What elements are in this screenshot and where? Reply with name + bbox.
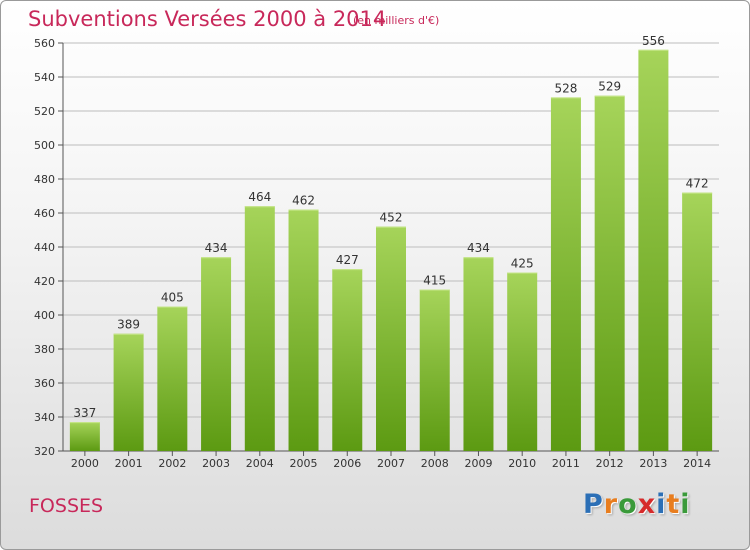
bar-2002 <box>157 306 188 451</box>
y-tick-label: 400 <box>34 309 55 322</box>
bar-2012 <box>594 95 625 451</box>
y-tick-label: 480 <box>34 173 55 186</box>
bar-2006 <box>332 269 363 451</box>
x-tick-label: 2010 <box>508 457 536 470</box>
data-label: 472 <box>686 177 709 191</box>
y-tick-label: 540 <box>34 71 55 84</box>
data-label: 425 <box>511 257 534 271</box>
bar-2004 <box>244 206 275 451</box>
bar-2005 <box>288 209 319 451</box>
y-tick-label: 320 <box>34 445 55 458</box>
axes: 320 340 360 380 400 420 440 460 480 500 520 540 560 2… <box>34 37 719 470</box>
y-tick-label: 520 <box>34 105 55 118</box>
data-label: 529 <box>598 80 621 94</box>
bar-2000 <box>69 422 100 451</box>
logo-letter: x <box>637 489 657 520</box>
y-tick-label: 360 <box>34 377 55 390</box>
y-tick-label: 340 <box>34 411 55 424</box>
data-label: 389 <box>117 318 140 332</box>
chart-title: Subventions Versées 2000 à 2014 <box>28 7 387 31</box>
data-label: 528 <box>554 81 577 95</box>
logo-letter: P <box>583 489 604 520</box>
bar-2013 <box>638 49 669 452</box>
data-label: 337 <box>73 406 96 420</box>
data-label: 462 <box>292 194 315 208</box>
x-tick-label: 2013 <box>639 457 667 470</box>
y-tick-label: 500 <box>34 139 55 152</box>
logo-letter: i <box>680 489 691 520</box>
logo-letter: r <box>603 489 619 520</box>
data-labels: 337 389 405 434 464 462 427 452 415 434 425 528 529 5… <box>73 34 708 420</box>
x-tick-label: 2007 <box>377 457 405 470</box>
x-tick-label: 2006 <box>333 457 361 470</box>
y-tick-label: 440 <box>34 241 55 254</box>
y-tick-label: 420 <box>34 275 55 288</box>
logo-letter: i <box>656 489 667 520</box>
data-label: 452 <box>380 211 403 225</box>
data-label: 405 <box>161 291 184 305</box>
y-tick-label: 380 <box>34 343 55 356</box>
data-label: 464 <box>248 190 271 204</box>
x-tick-label: 2011 <box>552 457 580 470</box>
bar-2001 <box>113 333 144 451</box>
bar-2003 <box>201 257 232 451</box>
chart-subtitle: (en milliers d'€) <box>353 14 440 27</box>
y-tick-label: 460 <box>34 207 55 220</box>
data-label: 434 <box>467 241 490 255</box>
data-label: 556 <box>642 34 665 48</box>
x-tick-label: 2009 <box>464 457 492 470</box>
bar-2010 <box>507 272 538 451</box>
data-label: 415 <box>423 274 446 288</box>
x-tick-label: 2004 <box>246 457 274 470</box>
proxiti-logo[interactable]: Proxiti <box>583 489 691 520</box>
data-label: 427 <box>336 253 359 267</box>
bar-2011 <box>550 97 581 452</box>
logo-letter: o <box>618 489 638 520</box>
y-tick-label: 560 <box>34 37 55 50</box>
data-label: 434 <box>205 241 228 255</box>
bar-2007 <box>376 226 406 451</box>
x-tick-label: 2001 <box>115 457 143 470</box>
logo-letter: t <box>666 489 681 520</box>
bar-2008 <box>419 289 450 451</box>
bar-2009 <box>463 257 494 451</box>
x-tick-label: 2008 <box>421 457 449 470</box>
x-tick-label: 2002 <box>158 457 186 470</box>
x-tick-label: 2014 <box>683 457 711 470</box>
x-tick-label: 2005 <box>290 457 318 470</box>
commune-name: FOSSES <box>29 495 104 517</box>
x-tick-label: 2000 <box>71 457 99 470</box>
x-tick-label: 2003 <box>202 457 230 470</box>
bar-2014 <box>682 192 713 451</box>
bars <box>69 49 713 452</box>
x-tick-label: 2012 <box>596 457 624 470</box>
